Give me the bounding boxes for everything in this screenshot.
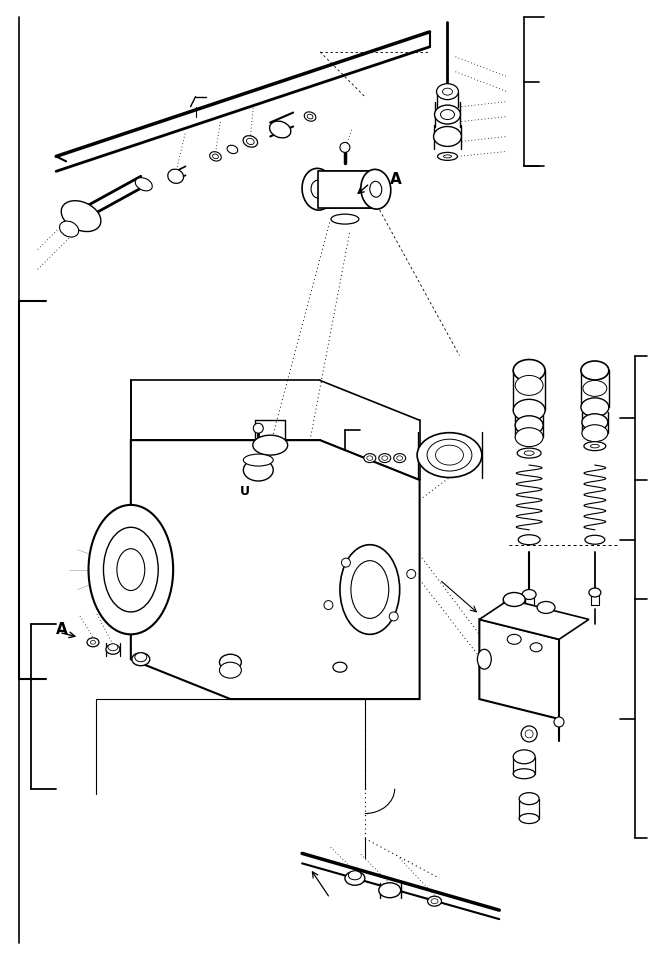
Ellipse shape [515, 376, 543, 396]
Bar [318, 171, 375, 208]
Ellipse shape [524, 451, 534, 455]
Ellipse shape [213, 154, 218, 159]
Circle shape [340, 143, 350, 152]
Ellipse shape [428, 897, 441, 906]
Ellipse shape [132, 652, 150, 666]
Polygon shape [479, 600, 589, 639]
Ellipse shape [345, 872, 365, 885]
Ellipse shape [581, 361, 609, 380]
Ellipse shape [351, 560, 388, 619]
Ellipse shape [513, 750, 535, 764]
Ellipse shape [304, 112, 316, 122]
Ellipse shape [517, 448, 541, 458]
Ellipse shape [382, 456, 388, 461]
Ellipse shape [349, 871, 362, 879]
Ellipse shape [477, 650, 491, 670]
Ellipse shape [90, 640, 95, 644]
Ellipse shape [443, 155, 451, 158]
Ellipse shape [168, 170, 184, 183]
Ellipse shape [515, 416, 543, 435]
Text: U: U [241, 486, 250, 498]
Ellipse shape [220, 662, 241, 678]
Ellipse shape [243, 454, 273, 466]
Ellipse shape [370, 181, 382, 197]
Text: A: A [56, 622, 68, 637]
Ellipse shape [210, 151, 221, 161]
Ellipse shape [367, 456, 373, 461]
Ellipse shape [227, 146, 237, 153]
Ellipse shape [394, 453, 405, 463]
Ellipse shape [117, 549, 145, 590]
Ellipse shape [243, 459, 273, 481]
Ellipse shape [340, 545, 400, 634]
Ellipse shape [427, 439, 472, 471]
Ellipse shape [243, 136, 258, 148]
Ellipse shape [519, 813, 539, 824]
Ellipse shape [379, 882, 401, 898]
Ellipse shape [434, 105, 460, 124]
Ellipse shape [515, 427, 543, 446]
Ellipse shape [585, 536, 605, 544]
Ellipse shape [584, 442, 606, 450]
Ellipse shape [61, 201, 101, 232]
Ellipse shape [582, 424, 608, 442]
Ellipse shape [581, 398, 609, 417]
Ellipse shape [518, 535, 540, 545]
Ellipse shape [438, 152, 457, 160]
Ellipse shape [522, 589, 536, 600]
Circle shape [389, 612, 398, 621]
Ellipse shape [503, 592, 525, 606]
Ellipse shape [431, 899, 438, 903]
Ellipse shape [530, 643, 542, 651]
Ellipse shape [302, 169, 334, 210]
Ellipse shape [589, 588, 601, 597]
Ellipse shape [106, 645, 120, 654]
Ellipse shape [537, 602, 555, 613]
Ellipse shape [443, 88, 453, 95]
Ellipse shape [269, 121, 291, 138]
Ellipse shape [103, 527, 158, 612]
Ellipse shape [108, 644, 118, 650]
Ellipse shape [247, 138, 254, 145]
Ellipse shape [508, 634, 521, 645]
Ellipse shape [436, 83, 458, 100]
Circle shape [324, 601, 333, 609]
Ellipse shape [220, 654, 241, 671]
Circle shape [341, 559, 351, 567]
Ellipse shape [379, 453, 390, 463]
Ellipse shape [253, 435, 288, 455]
Ellipse shape [311, 180, 325, 198]
Ellipse shape [87, 638, 99, 647]
Ellipse shape [434, 126, 462, 147]
Ellipse shape [331, 215, 359, 224]
Ellipse shape [513, 399, 545, 422]
Ellipse shape [135, 652, 146, 662]
Ellipse shape [307, 114, 313, 119]
Ellipse shape [417, 433, 482, 477]
Ellipse shape [135, 177, 152, 191]
Ellipse shape [513, 359, 545, 381]
Ellipse shape [60, 221, 78, 237]
Ellipse shape [513, 768, 535, 779]
Ellipse shape [519, 792, 539, 805]
Ellipse shape [441, 109, 455, 120]
Text: A: A [390, 171, 402, 187]
Ellipse shape [361, 170, 391, 209]
Ellipse shape [333, 662, 347, 673]
Ellipse shape [583, 380, 607, 397]
Circle shape [407, 569, 416, 579]
Ellipse shape [88, 505, 173, 634]
Ellipse shape [364, 453, 376, 463]
Polygon shape [131, 440, 420, 699]
Circle shape [554, 717, 564, 727]
Circle shape [521, 726, 537, 741]
Circle shape [525, 730, 533, 738]
Circle shape [253, 423, 264, 433]
Ellipse shape [397, 456, 403, 461]
Ellipse shape [436, 445, 464, 465]
Ellipse shape [582, 414, 608, 431]
Ellipse shape [591, 445, 599, 448]
Polygon shape [479, 620, 559, 718]
